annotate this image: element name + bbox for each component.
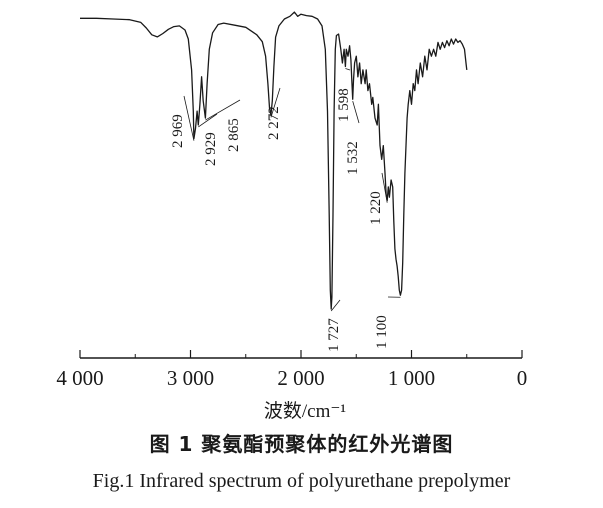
peak-label: 2 865 [226, 118, 242, 152]
peak-leader-line [345, 68, 351, 71]
x-tick-label: 4 000 [56, 366, 103, 390]
peak-leader-line [352, 101, 360, 124]
x-tick-label: 2 000 [277, 366, 324, 390]
peak-leader-line [270, 87, 281, 118]
peak-label: 1 220 [368, 191, 384, 225]
x-tick-label: 0 [517, 366, 528, 390]
x-tick-label: 3 000 [167, 366, 214, 390]
peak-label: 2 272 [266, 106, 282, 140]
peak-label: 1 532 [345, 141, 361, 175]
peak-leader-line [205, 99, 241, 121]
peak-label: 1 598 [336, 88, 352, 122]
peak-leader-line [183, 95, 195, 141]
x-tick-label: 1 000 [388, 366, 435, 390]
figure-caption-chinese: 图 1 聚氨酯预聚体的红外光谱图 [149, 432, 454, 456]
peak-leader-line [198, 113, 218, 128]
spectrum-line [80, 11, 468, 310]
series-layer [80, 11, 468, 310]
peak-label: 1 727 [326, 318, 342, 352]
peak-leader-line [381, 172, 388, 203]
peak-label: 2 929 [203, 132, 219, 166]
annotations-layer: 2 969 2 929 2 865 2 272 1 598 1 532 1 220 1 727… [170, 68, 401, 352]
peak-label: 1 100 [374, 315, 390, 349]
peak-label: 2 969 [170, 114, 186, 148]
x-axis-title: 波数/cm⁻¹ [264, 400, 347, 422]
axes: 4 000 3 000 2 000 1 000 0 [56, 350, 527, 390]
figure-caption-english: Fig.1 Infrared spectrum of polyurethane … [92, 470, 511, 492]
peak-leader-line [330, 299, 341, 312]
